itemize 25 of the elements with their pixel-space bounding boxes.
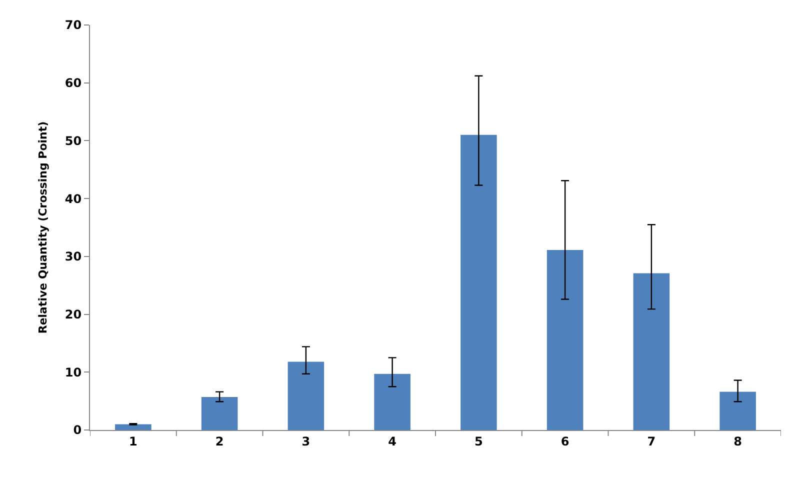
x-tick-label: 1 — [129, 434, 138, 448]
y-tick-label: 30 — [64, 250, 82, 264]
bar — [115, 424, 152, 430]
y-tick-label: 70 — [64, 18, 82, 32]
y-tick-label: 40 — [64, 192, 82, 206]
x-tick-label: 4 — [388, 434, 396, 448]
y-tick-label: 60 — [64, 76, 82, 90]
y-tick-label: 10 — [64, 365, 82, 380]
x-tick-label: 2 — [215, 434, 224, 448]
bar — [460, 134, 497, 430]
bar — [201, 397, 238, 430]
y-tick-label: 0 — [73, 423, 82, 438]
x-tick-label: 6 — [560, 434, 570, 448]
y-axis-title: Relative Quantity (Crossing Point) — [36, 121, 50, 334]
bar — [374, 374, 410, 430]
x-tick-label: 5 — [474, 434, 483, 448]
y-tick-label: 20 — [64, 307, 82, 322]
x-tick-label: 7 — [647, 434, 656, 448]
bar — [720, 392, 756, 430]
bar — [546, 250, 584, 430]
bar — [633, 273, 670, 430]
y-tick-label: 50 — [64, 134, 82, 148]
x-tick-label: 8 — [734, 434, 742, 448]
x-tick-label: 3 — [302, 434, 310, 448]
bar — [288, 362, 324, 430]
